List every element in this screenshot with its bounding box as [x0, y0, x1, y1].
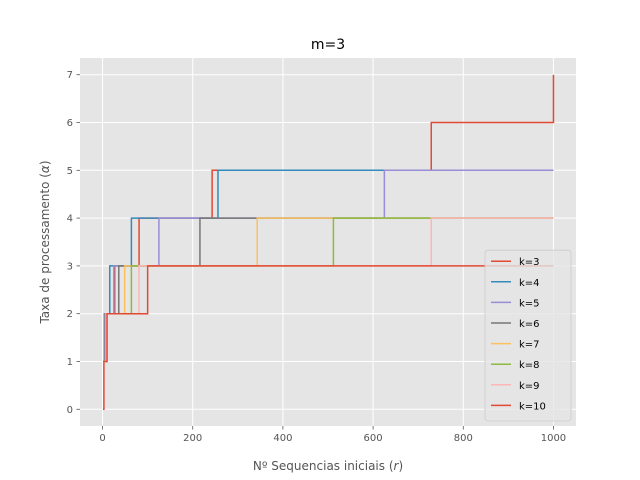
- series-group: [102, 74, 555, 411]
- legend-entry: k=4: [519, 278, 540, 289]
- legend-entry: k=3: [519, 257, 540, 268]
- y-tick-label: 6: [67, 118, 73, 129]
- x-tick-label: 1000: [541, 433, 566, 444]
- legend-entry: k=5: [519, 298, 540, 309]
- legend-box: [484, 249, 572, 422]
- x-tick-label: 600: [364, 433, 383, 444]
- legend-entry: k=9: [519, 381, 540, 392]
- y-tick-label: 7: [67, 70, 73, 81]
- chart-title: m=3: [311, 37, 345, 53]
- legend-entry: k=8: [519, 360, 540, 371]
- y-tick-label: 2: [67, 309, 73, 320]
- y-tick-label: 5: [67, 166, 73, 177]
- y-tick-label: 0: [67, 405, 73, 416]
- legend: k=3 k=4 k=5 k=6 k=7 k=8 k=9 k=10: [484, 249, 572, 422]
- x-tick-label: 800: [454, 433, 473, 444]
- legend-entry: k=10: [519, 401, 546, 412]
- y-tick-label: 4: [67, 214, 73, 225]
- y-tick-label: 1: [67, 357, 73, 368]
- ticks: 0 200 400 600 800 1000 0 1 2 3 4 5 6 7: [67, 70, 567, 444]
- legend-entry: k=6: [519, 319, 540, 330]
- y-axis-label: Taxa de processamento (α): [38, 160, 52, 324]
- x-axis-label: Nº Sequencias iniciais (r): [253, 459, 403, 473]
- legend-entry: k=7: [519, 340, 540, 351]
- x-tick-label: 0: [99, 433, 105, 444]
- series-line-k=10: [102, 265, 554, 363]
- x-tick-label: 400: [273, 433, 292, 444]
- x-tick-label: 200: [183, 433, 202, 444]
- y-tick-label: 3: [67, 261, 73, 272]
